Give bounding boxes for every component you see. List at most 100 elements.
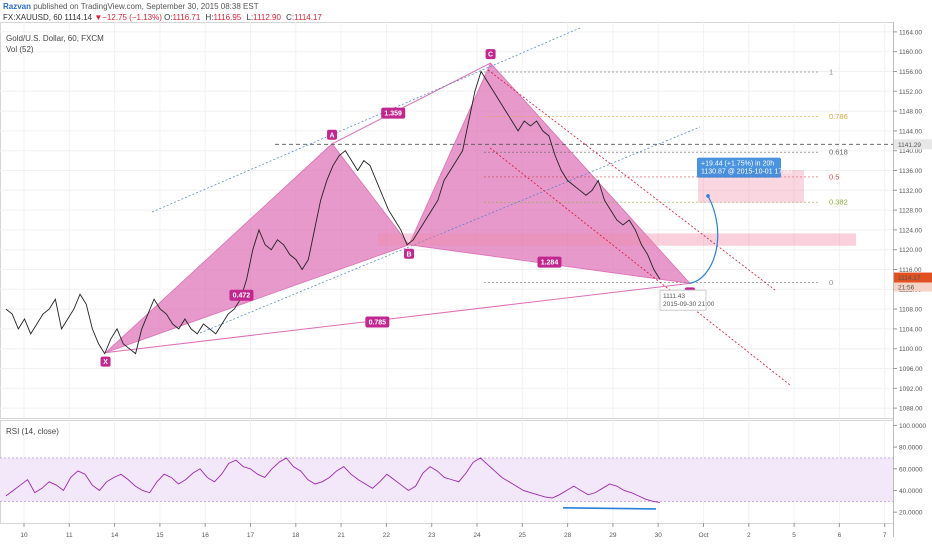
price-tick-label: 1148.00: [899, 109, 922, 116]
grid: [0, 22, 894, 537]
price-tick-label: 1108.00: [899, 307, 922, 314]
price-tick-label: 1124.00: [899, 227, 922, 234]
price-tick-label: 1096.00: [899, 366, 923, 373]
ratio-label: 0.472: [233, 293, 251, 300]
pattern-point-label: C: [488, 52, 493, 59]
high-label: H:: [205, 13, 214, 22]
date-tick-label: 10: [20, 532, 28, 539]
date-tick-label: 30: [655, 532, 663, 539]
price-tick-label: 1140.00: [899, 148, 922, 155]
pattern-point-badge[interactable]: [327, 129, 338, 140]
date-tick-label: 21: [337, 532, 345, 539]
drawings-layer[interactable]: [105, 27, 893, 386]
volume-label: Vol (52): [6, 45, 34, 54]
rsi-line[interactable]: [5, 457, 661, 503]
symbol-bar: FX:XAUUSD, 60 1114.14 ▼−12.75 (−1.13%) O…: [3, 13, 325, 22]
date-tick-label: 23: [428, 532, 436, 539]
ratio-label: 0.785: [369, 319, 387, 326]
fib-level-label: 1: [829, 67, 833, 76]
date-axis[interactable]: 10 11 14 15 16 17 18 21 22 23 24 25 28 29 30 Oct 2 5 6 7: [20, 523, 887, 539]
date-tick-label: 6: [838, 532, 842, 539]
channel-upper-line[interactable]: [487, 69, 776, 291]
date-tick-label: 15: [156, 532, 164, 539]
price-series[interactable]: [5, 70, 661, 355]
projection-path[interactable]: [689, 195, 719, 284]
high-value: 1116.95: [213, 13, 242, 22]
rsi-divergence-line[interactable]: [562, 507, 657, 510]
prz-zone[interactable]: [378, 233, 856, 246]
current-time-label: 21:56: [898, 285, 915, 292]
price-tick-label: 1144.00: [899, 128, 922, 135]
date-tick-label: 29: [609, 532, 617, 539]
projection-text: +19.44 (+1.75%) in 20h: [701, 161, 774, 168]
fib-level-label: 0: [829, 278, 833, 287]
low-marker-box[interactable]: [659, 289, 707, 311]
pattern-point-badge[interactable]: [485, 49, 496, 60]
pattern-triangle-xab[interactable]: [105, 143, 410, 354]
low-marker-price: 1111.43: [663, 293, 685, 300]
date-tick-label: 16: [202, 532, 210, 539]
low-value: 1112.90: [253, 13, 281, 22]
pattern-point-badge[interactable]: [100, 356, 111, 367]
rsi-pane-title: RSI (14, close): [6, 427, 59, 436]
current-price-tag[interactable]: [894, 272, 932, 283]
date-tick-label: 25: [519, 532, 527, 539]
pattern-point-label: X: [103, 359, 108, 366]
upper-trend-line[interactable]: [151, 27, 581, 213]
open-value: 1116.71: [172, 13, 201, 22]
price-tick-label: 1152.00: [899, 89, 922, 96]
pattern-triangle-bcd[interactable]: [408, 62, 691, 284]
ratio-label: 1.359: [384, 111, 402, 118]
rsi-tick-label: 20.0000: [899, 510, 923, 517]
publish-header: Razvan published on TradingView.com, Sep…: [0, 0, 932, 22]
rsi-tick-label: 80.0000: [899, 445, 923, 452]
ratio-badge[interactable]: [381, 107, 406, 119]
ratio-badge[interactable]: [365, 316, 390, 328]
price-tick-label: 1128.00: [899, 208, 922, 215]
price-axis[interactable]: 1164.00 1160.00 1156.00 1152.00 1148.00 1144.…: [893, 29, 932, 517]
date-tick-label: 24: [473, 532, 481, 539]
price-tick-label: 1132.00: [899, 188, 922, 195]
close-label: C:: [286, 13, 295, 22]
rsi-pane[interactable]: [0, 457, 893, 510]
rsi-tick-label: 40.0000: [899, 488, 923, 495]
price-tick-label: 1092.00: [899, 386, 923, 393]
last-price: 1114.14: [64, 13, 93, 22]
date-tick-label: 22: [383, 532, 391, 539]
date-tick-label: 11: [66, 532, 73, 539]
publisher-line: Razvan published on TradingView.com, Sep…: [3, 2, 259, 11]
main-pane-title: Gold/U.S. Dollar, 60, FXCM: [6, 34, 104, 43]
line-price-label: 1141.29: [898, 142, 921, 149]
price-change: ▼−12.75 (−1.13%): [94, 13, 162, 22]
projection-subtext: 1130.87 @ 2015-10-01 17:00: [701, 169, 792, 176]
pattern-point-label: A: [330, 132, 335, 139]
fib-level-label: 0.618: [829, 148, 848, 157]
line-price-tag[interactable]: [894, 139, 932, 150]
date-tick-label: 18: [292, 532, 300, 539]
pattern-point-badge[interactable]: [404, 248, 415, 259]
price-tick-label: 1164.00: [899, 29, 922, 36]
date-tick-label: Oct: [698, 532, 708, 539]
projection-box[interactable]: [697, 157, 781, 178]
current-time-tag[interactable]: [894, 282, 932, 292]
xd-leg[interactable]: [105, 282, 690, 354]
date-tick-label: 7: [883, 532, 887, 539]
rsi-tick-label: 100.0000: [899, 423, 926, 430]
ratio-badge[interactable]: [537, 256, 562, 268]
ratio-badge[interactable]: [229, 289, 254, 301]
projection-target-point[interactable]: [706, 194, 710, 198]
low-marker-time: 2015-09-30 21:00: [663, 301, 715, 308]
price-tick-label: 1104.00: [899, 326, 922, 333]
drawing-labels: 10.7860.6180.50.3820XABCD1.3590.4721.284…: [100, 49, 848, 367]
published-text: published on TradingView.com, September …: [33, 2, 259, 11]
price-tick-label: 1156.00: [899, 69, 922, 76]
current-price-label: 1114.17: [898, 275, 921, 282]
ac-leg[interactable]: [331, 62, 491, 145]
price-tick-label: 1116.00: [899, 267, 922, 274]
rsi-band: [0, 457, 893, 502]
symbol-name[interactable]: FX:XAUUSD, 60: [3, 13, 63, 22]
price-line[interactable]: [5, 70, 661, 355]
close-value: 1114.17: [294, 13, 322, 22]
publisher-name[interactable]: Razvan: [3, 2, 32, 11]
